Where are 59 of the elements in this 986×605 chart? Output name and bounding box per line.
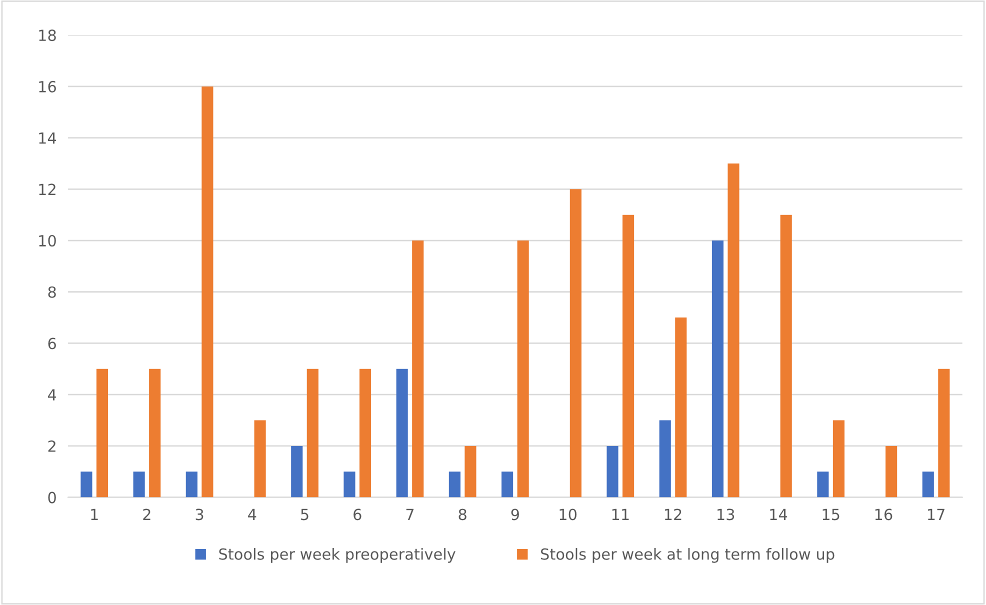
bar [570,189,582,498]
bar [80,472,92,498]
bar [291,446,303,498]
bar [675,318,687,498]
bar [133,472,145,498]
bar [186,472,198,498]
x-tick-label: 11 [612,508,629,520]
x-tick-label: 5 [301,508,308,520]
bar [502,472,514,498]
y-tick-label: 16 [39,80,56,92]
bar [96,368,108,498]
x-tick-label: 4 [248,508,256,520]
x-tick-label: 12 [664,508,682,520]
bar [832,420,844,498]
x-tick-label: 3 [196,508,204,520]
x-tick-label: 6 [354,508,362,520]
y-tick-label: 6 [48,338,56,350]
bar [344,472,356,498]
y-tick-label: 2 [48,440,56,452]
x-tick-label: 17 [928,508,944,520]
bar [780,214,792,498]
x-tick-label: 1 [91,508,98,520]
x-tick-label: 16 [875,508,892,520]
bar [728,163,740,498]
legend-label: Stools per week preoperatively [219,548,456,563]
bar [254,420,266,498]
y-tick-label: 8 [48,286,56,298]
bar [622,214,634,498]
bar [517,240,529,498]
bar [149,368,161,498]
bar [396,368,408,498]
x-tick-label: 10 [560,508,576,520]
bar [817,472,829,498]
bar [448,472,460,498]
y-tick-label: 4 [48,389,56,400]
bar [938,368,950,498]
x-tick-label: 2 [143,508,150,520]
bar [659,420,671,498]
x-tick-label: 8 [458,508,466,520]
bar [606,446,618,498]
y-tick-label: 10 [39,234,56,247]
x-tick-label: 15 [822,508,840,520]
x-tick-label: 7 [406,508,414,520]
bar [464,446,476,498]
bar [306,368,318,498]
bar [886,446,898,498]
bar [922,472,934,498]
bar [202,86,214,498]
x-tick-label: 13 [718,508,734,520]
bar [412,240,424,498]
x-tick-label: 9 [511,508,519,520]
y-tick-label: 18 [39,30,56,42]
y-tick-label: 0 [48,492,56,504]
legend-label: Stools per week at long term follow up [540,548,834,563]
x-tick-label: 14 [770,508,788,520]
y-tick-label: 14 [39,132,56,144]
bar [712,240,724,498]
bar [359,368,372,498]
y-tick-label: 12 [39,184,56,195]
